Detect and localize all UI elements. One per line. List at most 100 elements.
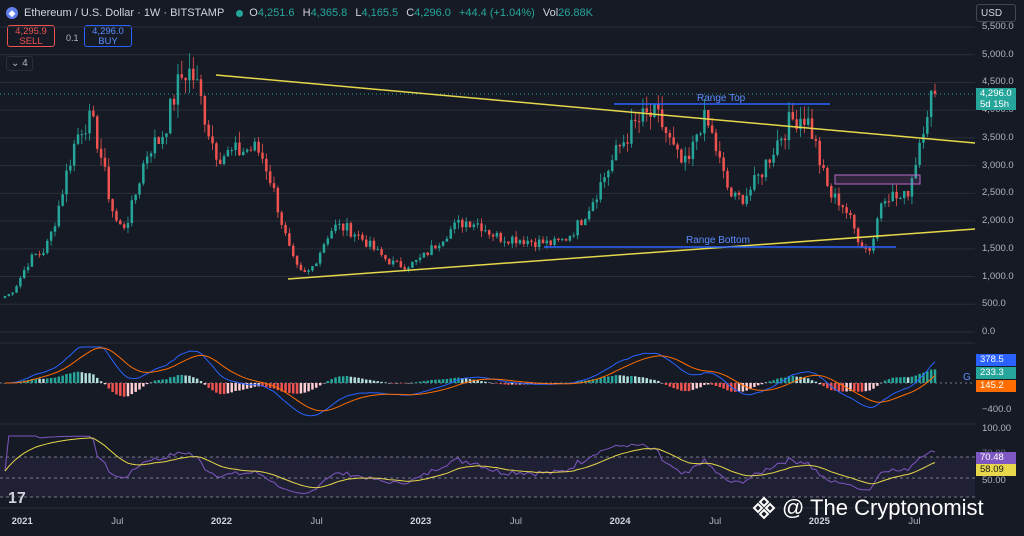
candle[interactable] (334, 224, 337, 232)
candle[interactable] (879, 203, 883, 219)
candle[interactable] (368, 240, 372, 247)
candle[interactable] (745, 195, 748, 204)
candle[interactable] (537, 239, 541, 248)
candle[interactable] (138, 183, 141, 195)
candle[interactable] (499, 232, 502, 242)
candle[interactable] (860, 242, 864, 248)
candle[interactable] (372, 240, 376, 250)
candle[interactable] (637, 121, 641, 123)
candle[interactable] (215, 143, 218, 160)
candle[interactable] (564, 239, 568, 241)
candle[interactable] (476, 223, 479, 225)
candle[interactable] (122, 224, 126, 228)
candle[interactable] (737, 192, 741, 195)
candle[interactable] (411, 261, 414, 268)
candle[interactable] (15, 286, 18, 293)
candle[interactable] (576, 220, 579, 236)
candle[interactable] (399, 261, 403, 268)
candle[interactable] (856, 228, 860, 243)
candle[interactable] (587, 210, 591, 220)
candle[interactable] (464, 221, 468, 228)
candle[interactable] (438, 245, 441, 249)
candle[interactable] (572, 235, 576, 237)
candle[interactable] (699, 133, 702, 135)
candle[interactable] (218, 159, 222, 165)
candle[interactable] (868, 248, 871, 251)
candle[interactable] (906, 191, 910, 197)
candle[interactable] (265, 158, 268, 172)
candle[interactable] (903, 191, 906, 198)
candle[interactable] (837, 193, 841, 206)
indicators-toggle[interactable]: ⌄ 4 (6, 56, 33, 71)
candle[interactable] (530, 240, 533, 243)
candle[interactable] (341, 223, 345, 231)
candle[interactable] (503, 241, 506, 243)
candle[interactable] (714, 132, 718, 152)
candle[interactable] (353, 234, 356, 237)
candle[interactable] (741, 194, 745, 204)
candle[interactable] (557, 238, 560, 241)
candle[interactable] (722, 157, 725, 171)
candle[interactable] (487, 230, 491, 235)
candle[interactable] (507, 241, 510, 244)
candle[interactable] (591, 202, 595, 211)
candle[interactable] (345, 223, 349, 231)
candle[interactable] (545, 240, 549, 244)
candle[interactable] (568, 236, 572, 241)
candle[interactable] (422, 252, 426, 258)
candle[interactable] (322, 244, 326, 253)
candle[interactable] (534, 242, 537, 248)
candle[interactable] (660, 109, 664, 128)
candle[interactable] (453, 222, 456, 230)
sell-button[interactable]: 4,295.9 SELL (7, 25, 55, 47)
candle[interactable] (764, 159, 768, 178)
candle[interactable] (276, 187, 280, 213)
candle[interactable] (418, 257, 422, 260)
candle[interactable] (145, 156, 149, 164)
candle[interactable] (445, 238, 449, 242)
symbol-title[interactable]: Ethereum / U.S. Dollar · 1W · BITSTAMP (24, 7, 225, 19)
candle[interactable] (103, 157, 107, 167)
candle[interactable] (7, 294, 11, 296)
candle[interactable] (330, 231, 333, 239)
candle[interactable] (829, 185, 833, 198)
candle[interactable] (207, 124, 210, 137)
candle[interactable] (184, 77, 187, 81)
candle[interactable] (687, 155, 691, 160)
candle[interactable] (803, 118, 806, 125)
candle[interactable] (580, 220, 583, 225)
candle[interactable] (480, 223, 483, 232)
candle[interactable] (895, 191, 898, 199)
candle[interactable] (176, 74, 180, 105)
candle[interactable] (645, 108, 649, 113)
currency-selector[interactable]: USD (976, 4, 1016, 22)
candle[interactable] (918, 142, 921, 165)
candle[interactable] (284, 224, 287, 234)
lower-trendline[interactable] (287, 228, 976, 280)
candle[interactable] (230, 150, 233, 152)
candle[interactable] (614, 145, 618, 161)
candle[interactable] (434, 245, 437, 249)
candle[interactable] (299, 264, 303, 271)
candle[interactable] (772, 154, 775, 163)
candle[interactable] (84, 133, 87, 135)
candle[interactable] (49, 231, 53, 241)
candle[interactable] (107, 166, 111, 200)
candle[interactable] (726, 170, 729, 188)
candle[interactable] (188, 68, 191, 81)
candle[interactable] (34, 254, 37, 256)
candle[interactable] (522, 240, 526, 245)
candle[interactable] (683, 155, 687, 163)
candle[interactable] (280, 212, 283, 225)
candle[interactable] (814, 139, 818, 141)
candle[interactable] (338, 223, 341, 225)
candle[interactable] (291, 245, 295, 257)
candle[interactable] (626, 142, 629, 144)
candle[interactable] (618, 145, 622, 147)
candle[interactable] (388, 259, 391, 265)
candle[interactable] (641, 108, 645, 122)
candle[interactable] (357, 234, 360, 236)
candle[interactable] (845, 207, 848, 213)
candle[interactable] (756, 174, 760, 176)
